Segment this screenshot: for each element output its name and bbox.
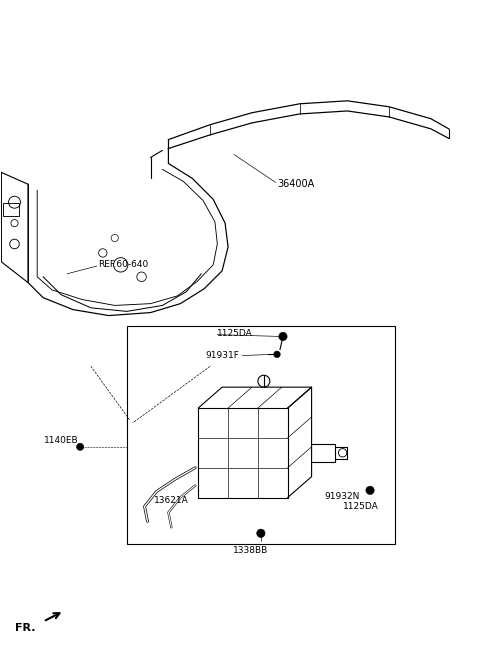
Text: 36400A: 36400A: [277, 179, 314, 189]
Text: 1338BB: 1338BB: [233, 546, 268, 555]
Text: 1125DA: 1125DA: [217, 329, 253, 338]
Circle shape: [76, 443, 84, 451]
Circle shape: [257, 529, 265, 538]
Circle shape: [366, 486, 374, 495]
Text: 1140EB: 1140EB: [44, 436, 79, 445]
Text: REF.60-640: REF.60-640: [98, 261, 148, 269]
Text: 91932N: 91932N: [324, 492, 360, 501]
Circle shape: [279, 332, 287, 341]
Text: 1125DA: 1125DA: [343, 502, 378, 511]
Bar: [127, 326, 395, 544]
Text: 13621A: 13621A: [154, 496, 188, 505]
Text: 91931F: 91931F: [205, 351, 239, 360]
Text: FR.: FR.: [14, 622, 35, 633]
Bar: [2, 203, 19, 216]
Circle shape: [274, 351, 280, 358]
